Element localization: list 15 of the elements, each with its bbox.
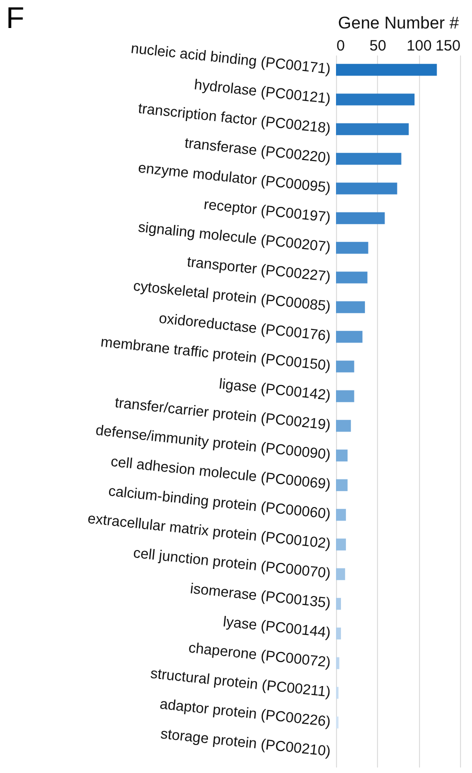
x-tick-label: 50 <box>369 38 386 54</box>
y-tick-label: transferase (PC00220) <box>184 136 332 167</box>
x-tick-label: 150 <box>435 38 460 54</box>
x-tick-label: 0 <box>336 38 345 54</box>
y-tick-label: nucleic acid binding (PC00171) <box>130 40 332 78</box>
y-tick-label: transporter (PC00227) <box>186 254 332 286</box>
y-tick-label: ligase (PC00142) <box>218 376 332 404</box>
text: F <box>6 2 24 35</box>
y-tick-label: isomerase (PC00135) <box>189 581 332 612</box>
y-tick-label: lyase (PC00144) <box>222 614 332 642</box>
y-tick-label: receptor (PC00197) <box>203 196 332 226</box>
y-tick-label: hydrolase (PC00121) <box>193 77 332 108</box>
y-tick-label: chaperone (PC00072) <box>188 640 332 672</box>
x-tick-label: 100 <box>406 38 432 54</box>
x-axis-title: Gene Number # <box>338 14 460 32</box>
